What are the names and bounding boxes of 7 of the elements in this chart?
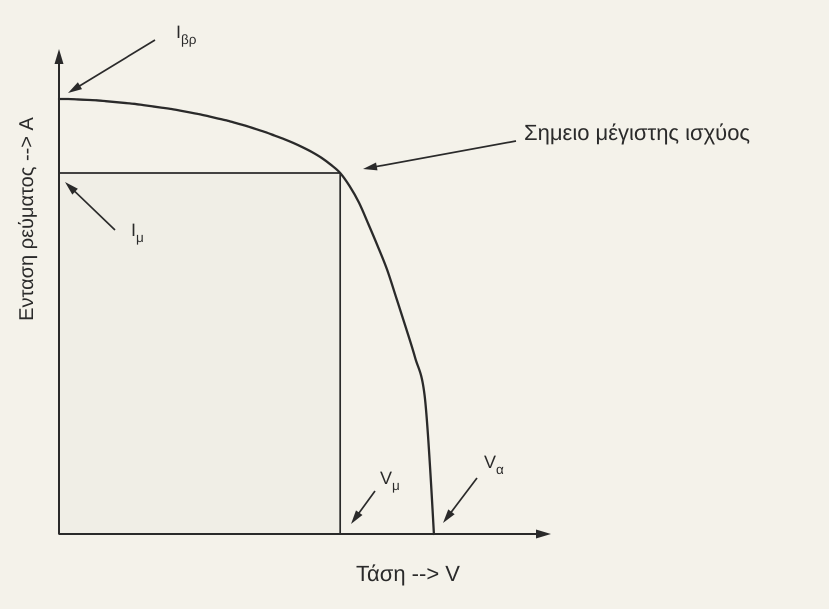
text: V$_{α}$ [484, 452, 504, 477]
text: Σημειο μέγιστης ισχύος [524, 120, 750, 145]
text: I$_{βρ}$ [176, 22, 197, 47]
y-axis-title: Ενταση ρεύματος --> A [16, 116, 38, 321]
annotation: V$_{μ}$ [380, 468, 400, 493]
x-axis-title: Τάση --> V [356, 561, 460, 586]
annotation: I$_{μ}$ [131, 220, 144, 245]
